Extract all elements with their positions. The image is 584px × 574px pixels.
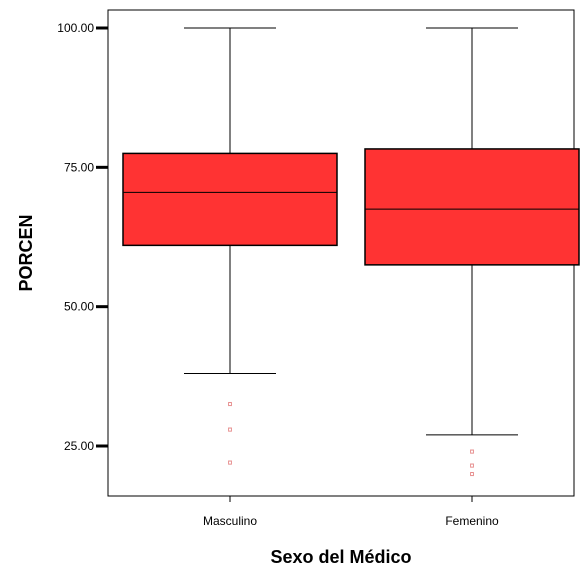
x-axis: Masculino Femenino (203, 496, 499, 528)
outlier-point: ¤ (227, 399, 232, 409)
boxes-layer: ¤¤¤¤¤¤ (122, 27, 580, 479)
outlier-point: ¤ (227, 458, 232, 468)
y-axis-title: PORCEN (16, 214, 36, 291)
y-tick-label: 25.00 (64, 439, 94, 453)
box-group-femenino: ¤¤¤ (364, 27, 580, 479)
box-iqr (364, 148, 580, 266)
outlier-point: ¤ (227, 424, 232, 434)
outlier-point: ¤ (469, 469, 474, 479)
y-axis: 25.00 50.00 75.00 100.00 (57, 21, 108, 453)
y-tick-label: 100.00 (57, 21, 94, 35)
x-tick-label: Femenino (445, 514, 499, 528)
outlier-point: ¤ (469, 461, 474, 471)
x-axis-title: Sexo del Médico (270, 547, 411, 567)
box-group-masculino: ¤ ¤ ¤ (122, 27, 338, 468)
y-tick-label: 75.00 (64, 160, 94, 174)
box-iqr (122, 152, 338, 247)
x-tick-label: Masculino (203, 514, 257, 528)
y-tick-label: 50.00 (64, 300, 94, 314)
outlier-point: ¤ (469, 447, 474, 457)
